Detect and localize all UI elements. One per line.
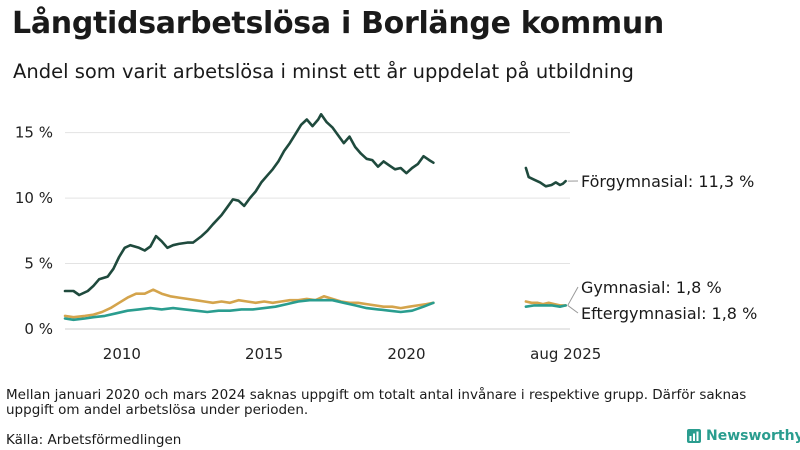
brand-logo[interactable]: Newsworthy: [687, 428, 800, 444]
x-tick-label: 2020: [387, 345, 425, 363]
x-tick-label: aug 2025: [530, 345, 601, 363]
y-tick-label: 0 %: [24, 320, 53, 338]
label-connector: [567, 305, 579, 314]
x-tick-label: 2010: [103, 345, 141, 363]
y-tick-label: 15 %: [15, 124, 53, 142]
line-chart: 0 % 5 % 10 % 15 % 2010 2015 2020 aug 2025 Förgym…: [15, 113, 757, 363]
newsworthy-icon: [687, 429, 701, 443]
series-line-förgymnasial: [63, 113, 435, 297]
footnote: Mellan januari 2020 och mars 2024 saknas…: [6, 387, 747, 418]
chart-subtitle: Andel som varit arbetslösa i minst ett å…: [13, 60, 634, 83]
series-line-eftergymnasial: [63, 298, 435, 322]
series-line-gymnasial: [63, 288, 435, 319]
series-line-eftergymnasial: [524, 304, 567, 308]
label-connector: [567, 286, 579, 306]
series-line-förgymnasial: [524, 166, 567, 188]
y-tick-label: 5 %: [24, 255, 53, 273]
series-end-label: Förgymnasial: 11,3 %: [581, 172, 754, 191]
brand-name: Newsworthy: [706, 428, 800, 444]
series-end-label: Eftergymnasial: 1,8 %: [581, 304, 757, 323]
source-text: Källa: Arbetsförmedlingen: [6, 432, 182, 448]
series-line-gymnasial: [524, 300, 567, 307]
chart-title: Långtidsarbetslösa i Borlänge kommun: [12, 6, 664, 41]
series-end-label: Gymnasial: 1,8 %: [581, 278, 722, 297]
x-tick-label: 2015: [245, 345, 283, 363]
y-tick-label: 10 %: [15, 189, 53, 207]
